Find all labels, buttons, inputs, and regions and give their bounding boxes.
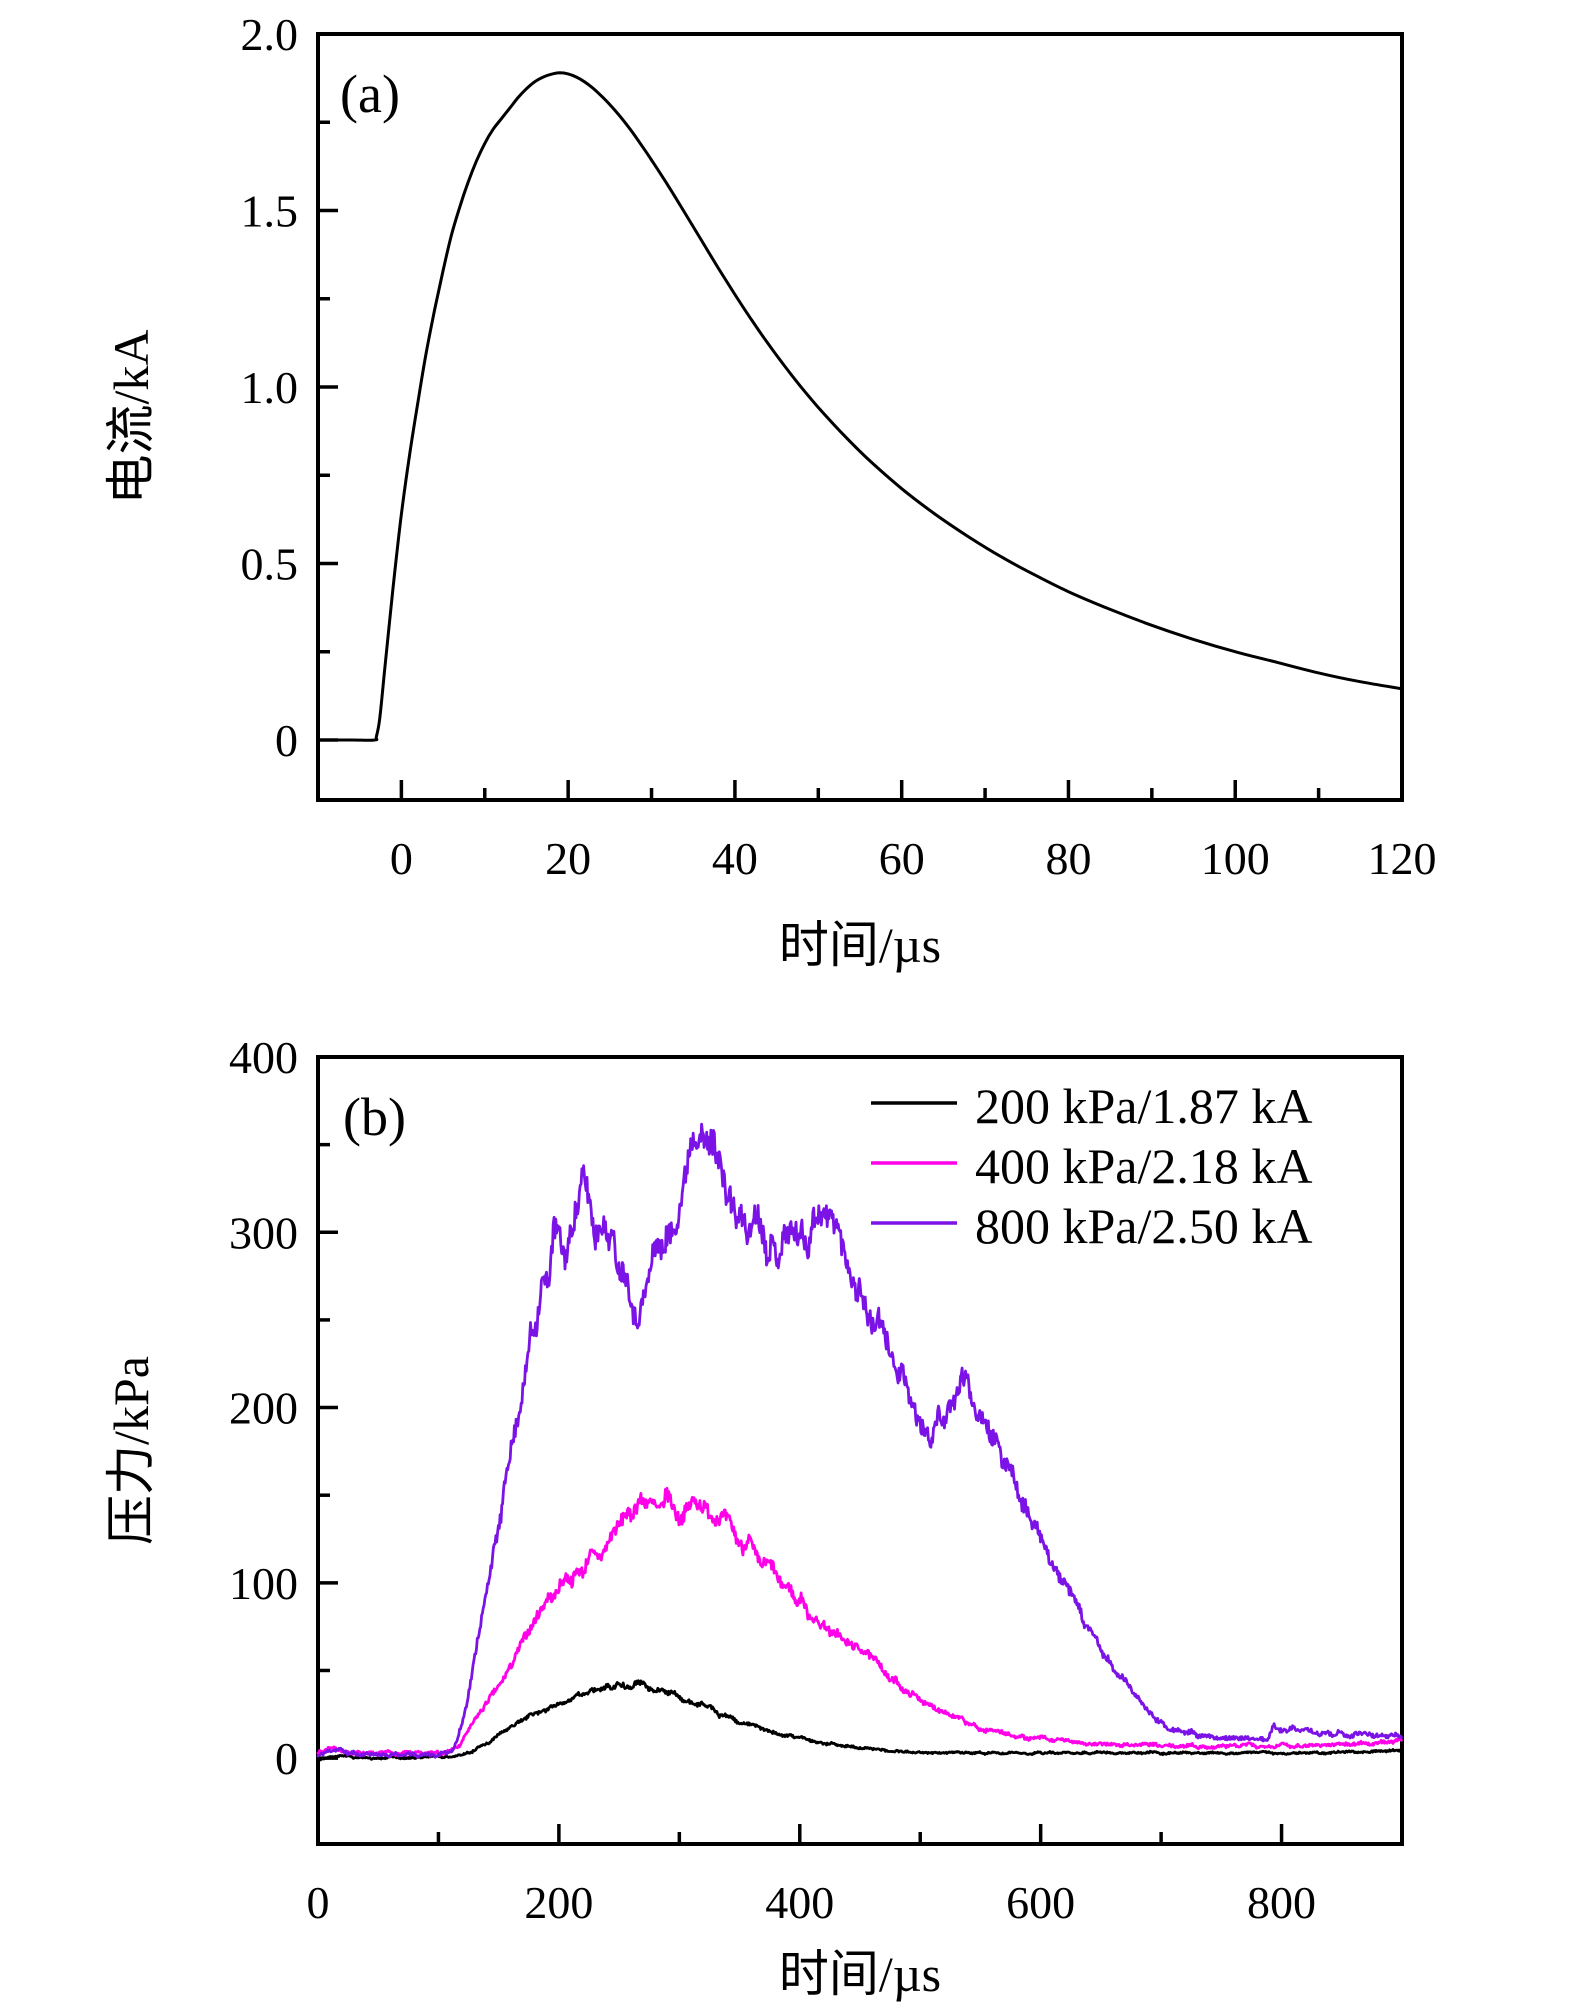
y-tick-label: 1.5 xyxy=(241,185,299,236)
x-tick-label: 0 xyxy=(390,833,413,884)
panel-b: 0 200 400 600 800 0 100 200 300 400 时间/µs 压力/kPa (b)… xyxy=(103,1032,1404,2002)
y-tick-label: 200 xyxy=(229,1383,298,1434)
y-axis-title: 电流/kA xyxy=(103,330,159,505)
y-tick-label: 0 xyxy=(275,715,298,766)
x-tick-label: 600 xyxy=(1006,1877,1075,1928)
series-current-pulse xyxy=(316,71,1404,742)
series-pressure-400kPa xyxy=(316,1486,1403,1757)
x-tick-label: 120 xyxy=(1368,833,1437,884)
series-pressure-800kPa xyxy=(316,1122,1403,1759)
y-tick-label: 100 xyxy=(229,1558,298,1609)
x-tick-label: 100 xyxy=(1201,833,1270,884)
x-tick-label: 400 xyxy=(765,1877,834,1928)
x-tick-label: 800 xyxy=(1247,1877,1316,1928)
panel-label: (a) xyxy=(340,64,400,124)
panel-label: (b) xyxy=(343,1087,406,1147)
panel-a: 0 20 40 60 80 100 120 0 0.5 1.0 1.5 2.0 时间/µs 电流/kA (a… xyxy=(103,9,1437,973)
x-axis-title: 时间/µs xyxy=(779,917,941,973)
y-tick-label: 2.0 xyxy=(241,9,299,60)
x-tick-label: 0 xyxy=(307,1877,330,1928)
x-tick-label: 80 xyxy=(1045,833,1091,884)
series-pressure-200kPa xyxy=(316,1679,1403,1762)
x-tick-label: 200 xyxy=(524,1877,593,1928)
y-tick-label: 400 xyxy=(229,1032,298,1083)
y-tick-label: 0.5 xyxy=(241,538,299,589)
x-tick-label: 40 xyxy=(712,833,758,884)
legend-label: 200 kPa/1.87 kA xyxy=(975,1078,1313,1134)
legend-label: 400 kPa/2.18 kA xyxy=(975,1138,1313,1194)
plot-frame xyxy=(316,32,1404,802)
legend-label: 800 kPa/2.50 kA xyxy=(975,1198,1313,1254)
y-tick-label: 0 xyxy=(275,1733,298,1784)
x-tick-label: 60 xyxy=(879,833,925,884)
x-tick-label: 20 xyxy=(545,833,591,884)
x-axis-title: 时间/µs xyxy=(779,1946,941,2002)
plot-frame xyxy=(316,1055,1404,1846)
y-tick-label: 300 xyxy=(229,1207,298,1258)
y-tick-label: 1.0 xyxy=(241,362,299,413)
y-axis-title: 压力/kPa xyxy=(103,1356,159,1545)
